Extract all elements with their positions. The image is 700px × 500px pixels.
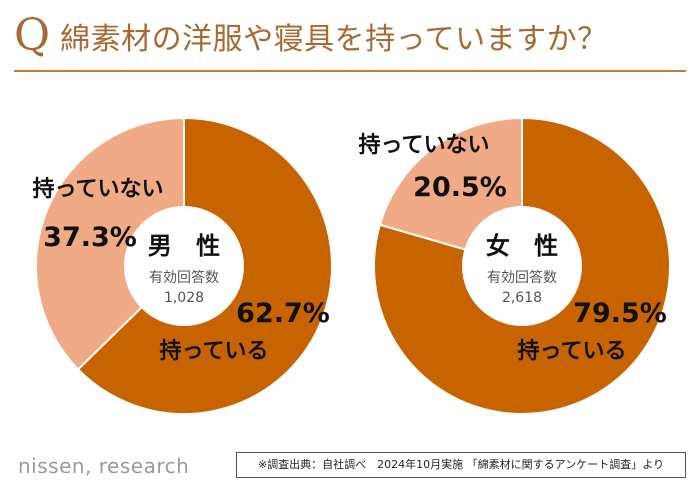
- title-row: Q 綿素材の洋服や寝具を持っていますか？: [14, 6, 608, 66]
- female-not-have-percent: 20.5%: [413, 172, 507, 203]
- source-note: ※調査出典：自社調べ 2024年10月実施 「綿素材に関するアンケート調査」より: [236, 452, 686, 478]
- male-not-have-percent: 37.3%: [43, 222, 137, 253]
- brand-logo-text: nissen, research: [18, 454, 190, 478]
- male-respondents-label: 有効回答数: [149, 269, 219, 286]
- female-not-have-label: 持っていない: [359, 133, 490, 158]
- female-donut-hole: [462, 206, 582, 326]
- question-mark: Q: [14, 10, 51, 61]
- female-chart-title: 女 性: [486, 232, 566, 260]
- female-respondents-label: 有効回答数: [487, 269, 557, 286]
- male-donut-chart: 男 性 有効回答数 1,028 62.7% 持っている 37.3% 持っていない: [33, 116, 333, 415]
- female-donut-chart: 女 性 有効回答数 2,618 79.5% 持っている 20.5% 持っていない: [359, 116, 671, 415]
- male-chart-title: 男 性: [148, 232, 228, 260]
- male-have-label: 持っている: [160, 339, 269, 364]
- male-have-percent: 62.7%: [236, 298, 330, 329]
- male-not-have-label: 持っていない: [33, 177, 164, 202]
- female-respondents-count: 2,618: [502, 290, 542, 306]
- female-have-percent: 79.5%: [573, 298, 667, 329]
- male-slice-not-have: [35, 116, 185, 371]
- page-title: 綿素材の洋服や寝具を持っていますか？: [60, 22, 608, 57]
- title-divider: [14, 70, 686, 72]
- female-have-label: 持っている: [518, 339, 627, 364]
- male-donut-hole: [124, 206, 244, 326]
- male-respondents-count: 1,028: [164, 290, 204, 306]
- donut-charts: 男 性 有効回答数 1,028 62.7% 持っている 37.3% 持っていない…: [33, 116, 671, 415]
